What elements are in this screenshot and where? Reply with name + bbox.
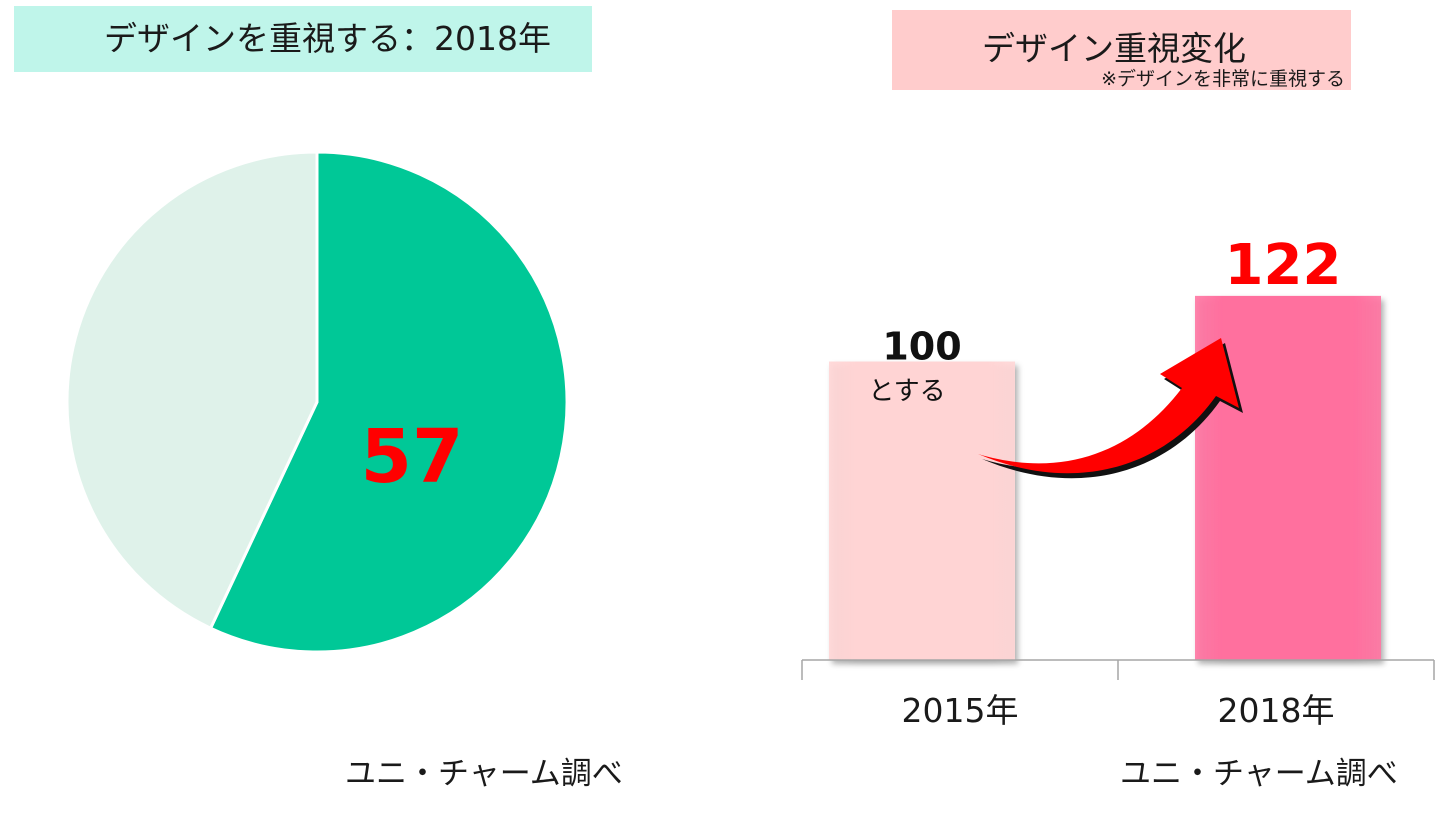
bar-2015年 xyxy=(829,361,1015,660)
bar-data-label-2018: 122 xyxy=(1225,233,1342,298)
bar-chart: 2015年 2018年 100 とする 122 xyxy=(801,233,1435,730)
increase-arrow-icon xyxy=(978,338,1243,479)
pie-slice-remainder xyxy=(65,150,319,631)
bar-source-label: ユニ・チャーム調べ xyxy=(1120,756,1398,792)
pie-chart-title: デザインを重視する：2018年 xyxy=(14,6,592,72)
bar-chart-title-box: デザイン重視変化 ※デザインを非常に重視する xyxy=(892,10,1351,90)
pie-chart-title-text: デザインを重視する：2018年 xyxy=(104,19,551,58)
x-tick-label: 2015年 xyxy=(902,691,1019,730)
pie-source-label: ユニ・チャーム調べ xyxy=(345,756,623,792)
bar-chart-title: デザイン重視変化 xyxy=(982,29,1246,68)
bar-annotation: とする xyxy=(868,377,945,407)
pie-chart: 57 xyxy=(65,150,569,654)
bar-chart-note: ※デザインを非常に重視する xyxy=(1101,68,1345,90)
x-tick-label: 2018年 xyxy=(1218,691,1335,730)
pie-data-label: 57 xyxy=(361,414,464,500)
pie-slice-design-focused xyxy=(208,150,569,654)
bar-data-label-2015: 100 xyxy=(882,325,961,369)
